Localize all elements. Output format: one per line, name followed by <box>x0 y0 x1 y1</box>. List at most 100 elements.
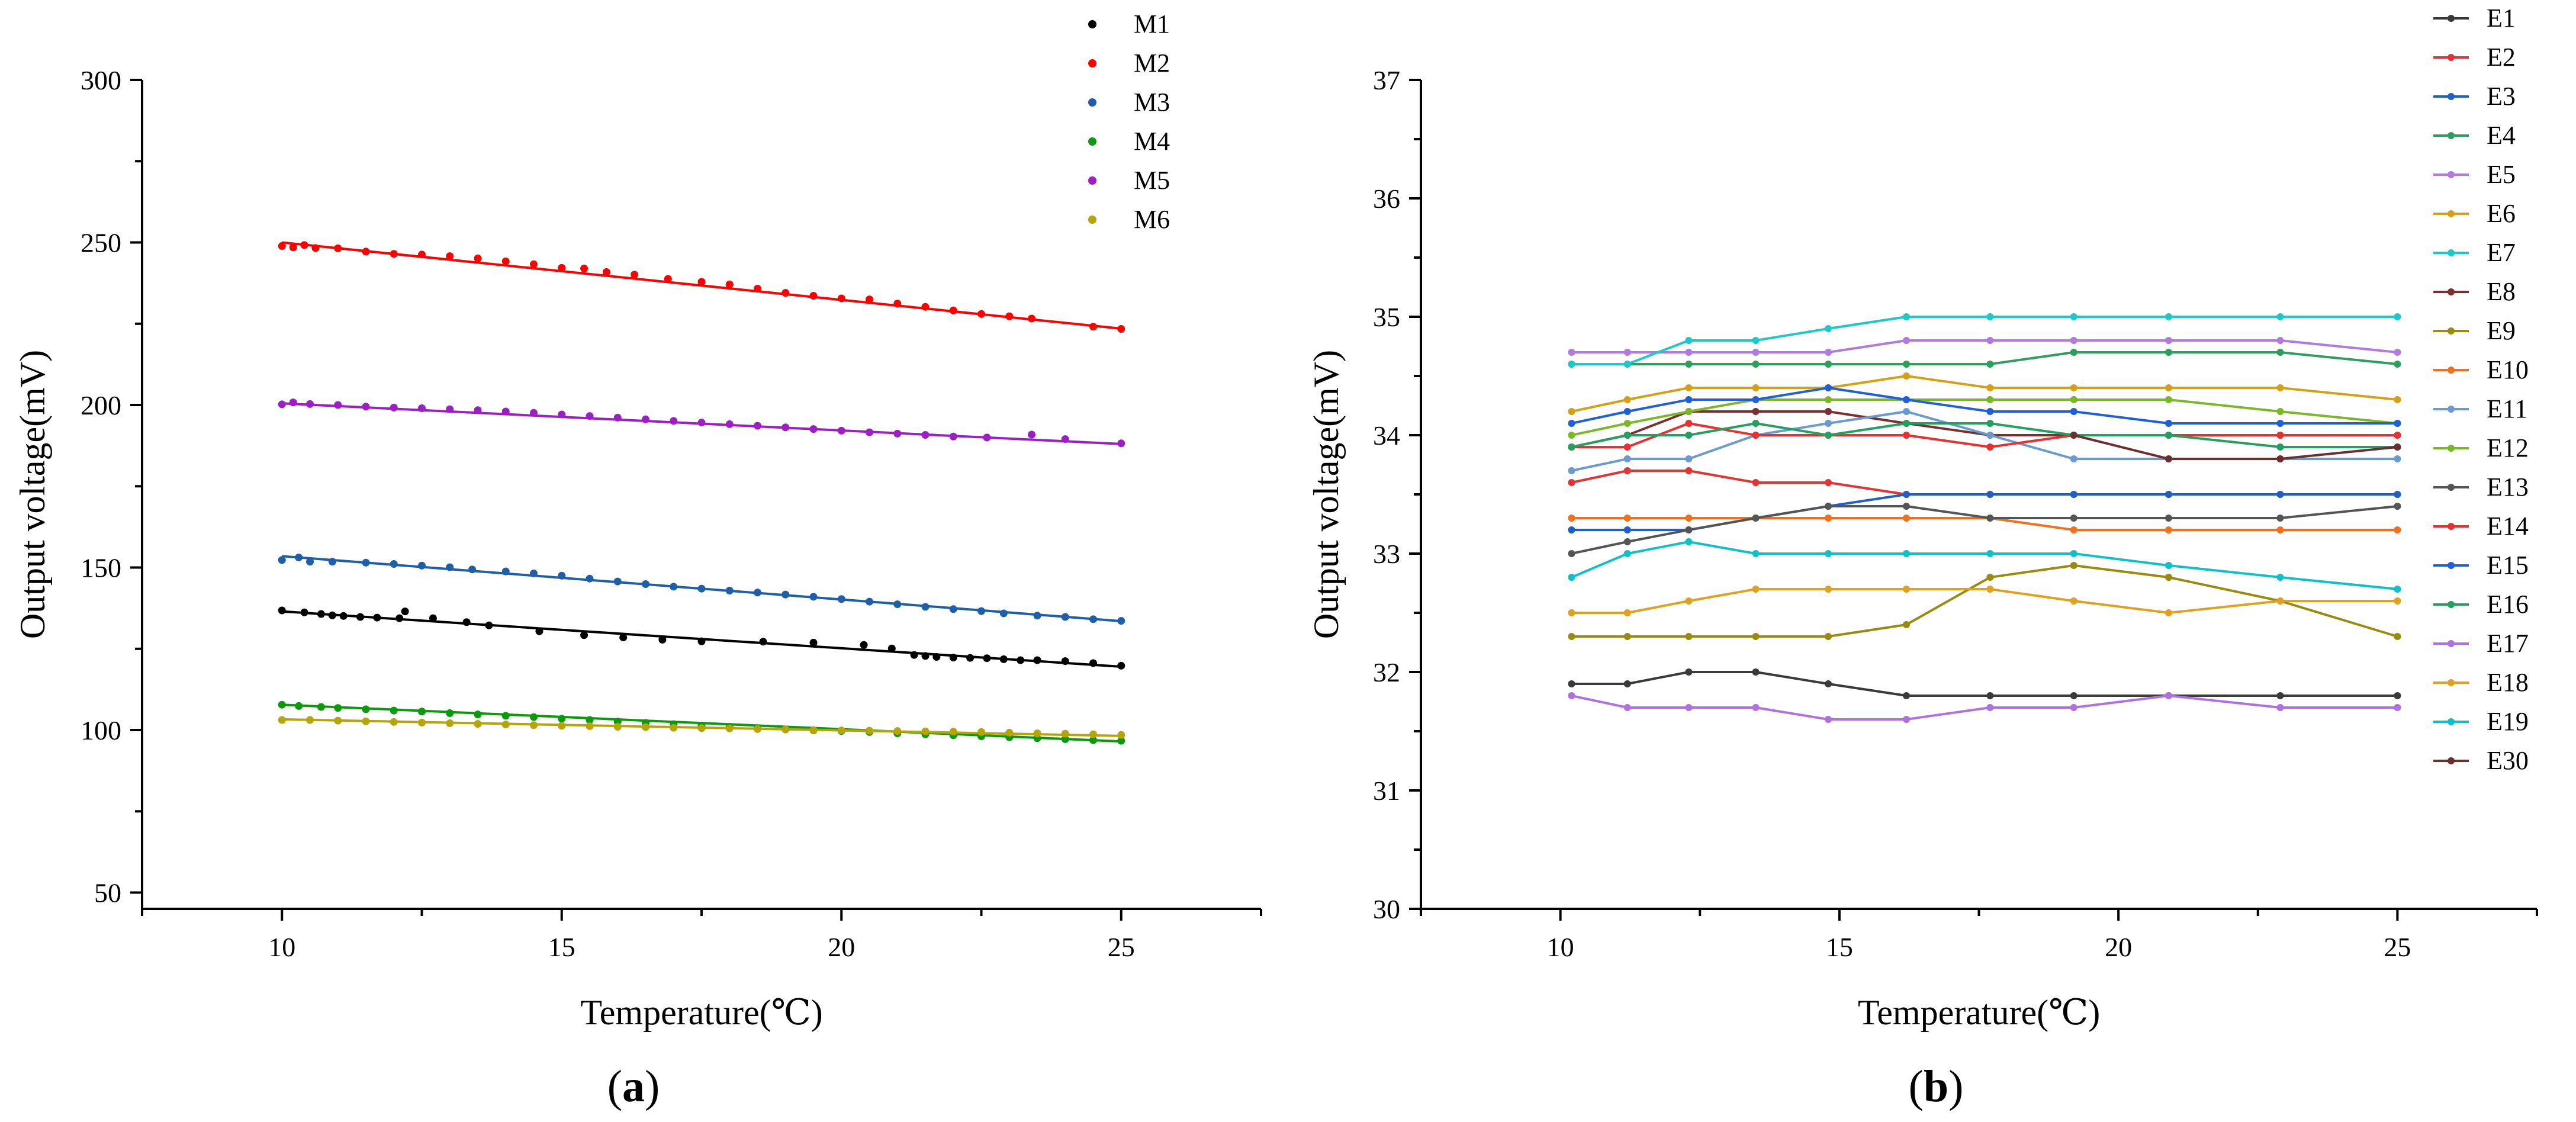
point-E17 <box>1825 716 1832 723</box>
point-M1 <box>860 641 868 649</box>
point-M1 <box>1017 656 1025 664</box>
point-E14 <box>1623 443 1631 451</box>
point-E11 <box>1623 455 1631 462</box>
point-E9 <box>1825 633 1832 640</box>
point-E18 <box>2394 597 2401 605</box>
x-tick-label: 20 <box>2105 932 2132 962</box>
point-E11 <box>1825 420 1832 427</box>
point-M2 <box>278 242 286 250</box>
point-M1 <box>1117 661 1125 670</box>
point-M1 <box>887 644 896 652</box>
series-M6 <box>278 716 1125 739</box>
point-M3 <box>613 577 622 586</box>
point-M1 <box>999 655 1008 663</box>
point-M1 <box>278 606 286 615</box>
point-M2 <box>664 275 672 283</box>
point-E9 <box>1685 633 1693 640</box>
point-M5 <box>306 400 314 408</box>
point-M2 <box>866 295 873 304</box>
point-M3 <box>278 556 286 564</box>
point-E5 <box>1568 349 1575 356</box>
point-M6 <box>1033 729 1041 738</box>
point-M4 <box>418 708 426 716</box>
point-E4 <box>2394 361 2401 368</box>
point-E2 <box>1825 479 1832 486</box>
point-M6 <box>613 723 622 731</box>
legend-label-E7: E7 <box>2487 238 2516 267</box>
point-E7 <box>1685 337 1693 344</box>
y-tick-label: 50 <box>94 878 121 908</box>
point-M6 <box>1117 731 1125 739</box>
point-M3 <box>362 558 370 567</box>
point-M3 <box>977 607 985 615</box>
point-E7 <box>1902 313 1910 320</box>
point-M6 <box>1089 730 1097 738</box>
point-E12 <box>1685 408 1693 415</box>
point-M1 <box>910 651 918 659</box>
point-M3 <box>306 558 314 566</box>
point-E4 <box>2070 349 2077 356</box>
point-E14 <box>1752 432 1760 439</box>
point-E18 <box>2165 609 2172 616</box>
y-tick-label: 150 <box>81 553 121 583</box>
point-E17 <box>1623 704 1631 711</box>
legend-label-E8: E8 <box>2487 277 2516 306</box>
point-E19 <box>1568 574 1575 581</box>
point-M1 <box>300 608 308 616</box>
legend-marker-E17 <box>2448 640 2455 647</box>
point-E3 <box>1623 526 1631 533</box>
legend-label-M1: M1 <box>1134 9 1170 38</box>
legend-label-E12: E12 <box>2487 433 2529 462</box>
panel-label-a: (a) <box>607 1062 660 1111</box>
point-M3 <box>418 561 426 570</box>
point-E5 <box>1623 349 1631 356</box>
point-M2 <box>558 263 566 272</box>
point-M1 <box>1061 657 1069 666</box>
legend-label-E11: E11 <box>2487 394 2527 423</box>
point-M1 <box>401 607 409 616</box>
point-M2 <box>754 284 761 292</box>
point-E18 <box>1986 586 1994 593</box>
point-M1 <box>462 618 471 626</box>
legend-marker-E5 <box>2448 171 2455 178</box>
point-M2 <box>289 243 297 252</box>
series-E11 <box>1568 408 2401 474</box>
point-E19 <box>1752 550 1760 557</box>
legend-marker-E3 <box>2448 93 2455 100</box>
legend-marker-E10 <box>2448 367 2455 374</box>
point-E17 <box>2394 704 2401 711</box>
point-E12 <box>1825 396 1832 403</box>
point-M3 <box>670 583 678 591</box>
series-E18 <box>1568 586 2401 616</box>
line-E6 <box>1571 374 2398 413</box>
point-M2 <box>977 310 985 318</box>
line-E5 <box>1571 339 2398 353</box>
point-M3 <box>837 595 845 603</box>
line-E18 <box>1571 588 2398 615</box>
point-E5 <box>1825 349 1832 356</box>
point-M3 <box>1033 612 1041 620</box>
point-E10 <box>1825 515 1832 522</box>
point-M3 <box>999 609 1008 618</box>
point-E19 <box>1902 550 1910 557</box>
point-M2 <box>809 292 818 300</box>
point-M3 <box>754 589 761 597</box>
y-tick-label: 35 <box>1373 302 1400 332</box>
y-tick-label: 30 <box>1373 894 1400 924</box>
point-E7 <box>1623 361 1631 368</box>
y-tick-label: 250 <box>81 228 121 258</box>
point-E11 <box>1685 455 1693 462</box>
point-E11 <box>2394 455 2401 462</box>
point-M6 <box>1061 729 1069 738</box>
point-M3 <box>921 603 930 611</box>
point-M4 <box>390 706 398 715</box>
point-E14 <box>1685 420 1693 427</box>
point-E12 <box>2165 396 2172 403</box>
point-E13 <box>2276 515 2284 522</box>
point-M5 <box>1028 430 1036 439</box>
point-M6 <box>586 722 594 730</box>
point-E3 <box>1568 526 1575 533</box>
point-E10 <box>1685 515 1693 522</box>
point-E11 <box>2070 455 2077 462</box>
line-E1 <box>1571 671 2398 697</box>
